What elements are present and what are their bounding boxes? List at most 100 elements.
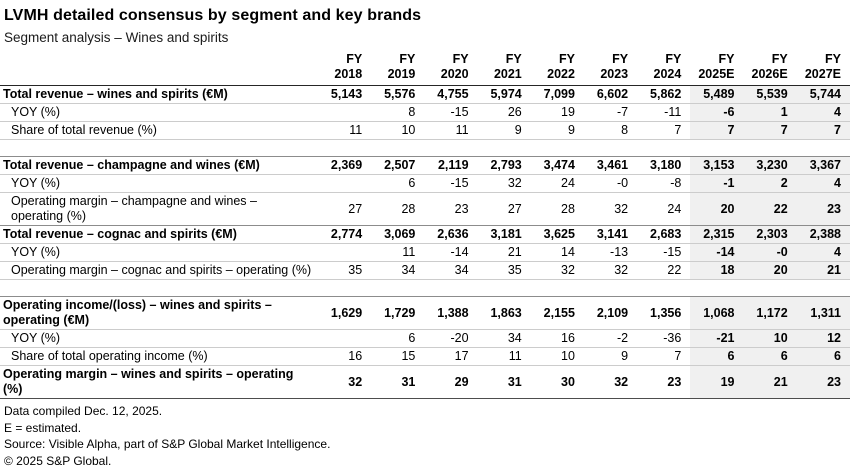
value-cell-fy-2022: 30 (531, 366, 584, 399)
row-label: Share of total operating income (%) (0, 348, 318, 366)
table-row: Operating margin – cognac and spirits – … (0, 262, 850, 280)
table-row: Operating income/(loss) – wines and spir… (0, 297, 850, 330)
value-cell-fy-2023: -0 (584, 175, 637, 193)
spacer-cell (690, 140, 743, 157)
footnote-estimated-legend: E = estimated. (4, 420, 850, 437)
spacer-cell (424, 280, 477, 297)
value-cell-fy-2019: 8 (371, 104, 424, 122)
spacer-cell (371, 140, 424, 157)
value-cell-fy-2023: 3,461 (584, 157, 637, 175)
spacer-cell (424, 140, 477, 157)
value-cell-fy-2019: 31 (371, 366, 424, 399)
value-cell-fy-2022: 28 (531, 193, 584, 226)
spacer-cell (318, 280, 371, 297)
footnote-compiled-date: Data compiled Dec. 12, 2025. (4, 403, 850, 420)
value-cell-fy-2026e: 22 (744, 193, 797, 226)
value-cell-fy-2027e: 4 (797, 244, 850, 262)
spacer-cell (584, 280, 637, 297)
value-cell-fy-2022: 16 (531, 330, 584, 348)
value-cell-fy-2026e: 1,172 (744, 297, 797, 330)
value-cell-fy-2020: 1,388 (424, 297, 477, 330)
value-cell-fy-2023: 9 (584, 348, 637, 366)
row-label: Operating margin – wines and spirits – o… (0, 366, 318, 399)
value-cell-fy-2024: -11 (637, 104, 690, 122)
value-cell-fy-2018 (318, 104, 371, 122)
spacer-cell (797, 140, 850, 157)
value-cell-fy-2019: 1,729 (371, 297, 424, 330)
value-cell-fy-2027e: 23 (797, 193, 850, 226)
footnote-copyright: © 2025 S&P Global. (4, 453, 850, 469)
spacer-cell (478, 280, 531, 297)
row-label: Total revenue – champagne and wines (€M) (0, 157, 318, 175)
spacer-cell (531, 140, 584, 157)
value-cell-fy-2021: 26 (478, 104, 531, 122)
value-cell-fy-2018: 1,629 (318, 297, 371, 330)
value-cell-fy-2026e: -0 (744, 244, 797, 262)
value-cell-fy-2021: 3,181 (478, 226, 531, 244)
value-cell-fy-2025e: -14 (690, 244, 743, 262)
row-label-header (0, 52, 318, 86)
value-cell-fy-2021: 32 (478, 175, 531, 193)
spacer-cell (371, 280, 424, 297)
row-label: Operating margin – champagne and wines –… (0, 193, 318, 226)
value-cell-fy-2024: 23 (637, 366, 690, 399)
page-title: LVMH detailed consensus by segment and k… (4, 6, 850, 26)
value-cell-fy-2024: 5,862 (637, 86, 690, 104)
row-label: Total revenue – wines and spirits (€M) (0, 86, 318, 104)
value-cell-fy-2021: 9 (478, 122, 531, 140)
value-cell-fy-2024: -8 (637, 175, 690, 193)
value-cell-fy-2027e: 7 (797, 122, 850, 140)
value-cell-fy-2019: 10 (371, 122, 424, 140)
value-cell-fy-2018 (318, 244, 371, 262)
spacer-cell (744, 140, 797, 157)
footnotes: Data compiled Dec. 12, 2025. E = estimat… (4, 403, 850, 469)
value-cell-fy-2023: -13 (584, 244, 637, 262)
table-row: Total revenue – champagne and wines (€M)… (0, 157, 850, 175)
row-label: YOY (%) (0, 330, 318, 348)
row-label: YOY (%) (0, 104, 318, 122)
value-cell-fy-2021: 5,974 (478, 86, 531, 104)
value-cell-fy-2027e: 2,388 (797, 226, 850, 244)
value-cell-fy-2022: 3,625 (531, 226, 584, 244)
spacer-cell (797, 280, 850, 297)
value-cell-fy-2020: -20 (424, 330, 477, 348)
value-cell-fy-2018 (318, 330, 371, 348)
value-cell-fy-2026e: 10 (744, 330, 797, 348)
spacer-row (0, 280, 850, 297)
value-cell-fy-2021: 21 (478, 244, 531, 262)
value-cell-fy-2023: 3,141 (584, 226, 637, 244)
value-cell-fy-2025e: 1,068 (690, 297, 743, 330)
value-cell-fy-2025e: -1 (690, 175, 743, 193)
value-cell-fy-2020: 11 (424, 122, 477, 140)
value-cell-fy-2023: 32 (584, 262, 637, 280)
value-cell-fy-2021: 1,863 (478, 297, 531, 330)
value-cell-fy-2022: 9 (531, 122, 584, 140)
spacer-cell (0, 280, 318, 297)
row-label: YOY (%) (0, 244, 318, 262)
value-cell-fy-2023: 32 (584, 193, 637, 226)
value-cell-fy-2019: 34 (371, 262, 424, 280)
spacer-cell (637, 280, 690, 297)
value-cell-fy-2024: 22 (637, 262, 690, 280)
value-cell-fy-2024: 3,180 (637, 157, 690, 175)
value-cell-fy-2019: 28 (371, 193, 424, 226)
value-cell-fy-2025e: 20 (690, 193, 743, 226)
value-cell-fy-2024: 1,356 (637, 297, 690, 330)
value-cell-fy-2020: 23 (424, 193, 477, 226)
spacer-cell (637, 140, 690, 157)
spacer-cell (531, 280, 584, 297)
value-cell-fy-2021: 31 (478, 366, 531, 399)
value-cell-fy-2026e: 3,230 (744, 157, 797, 175)
value-cell-fy-2019: 6 (371, 175, 424, 193)
value-cell-fy-2027e: 4 (797, 175, 850, 193)
value-cell-fy-2021: 11 (478, 348, 531, 366)
value-cell-fy-2019: 5,576 (371, 86, 424, 104)
